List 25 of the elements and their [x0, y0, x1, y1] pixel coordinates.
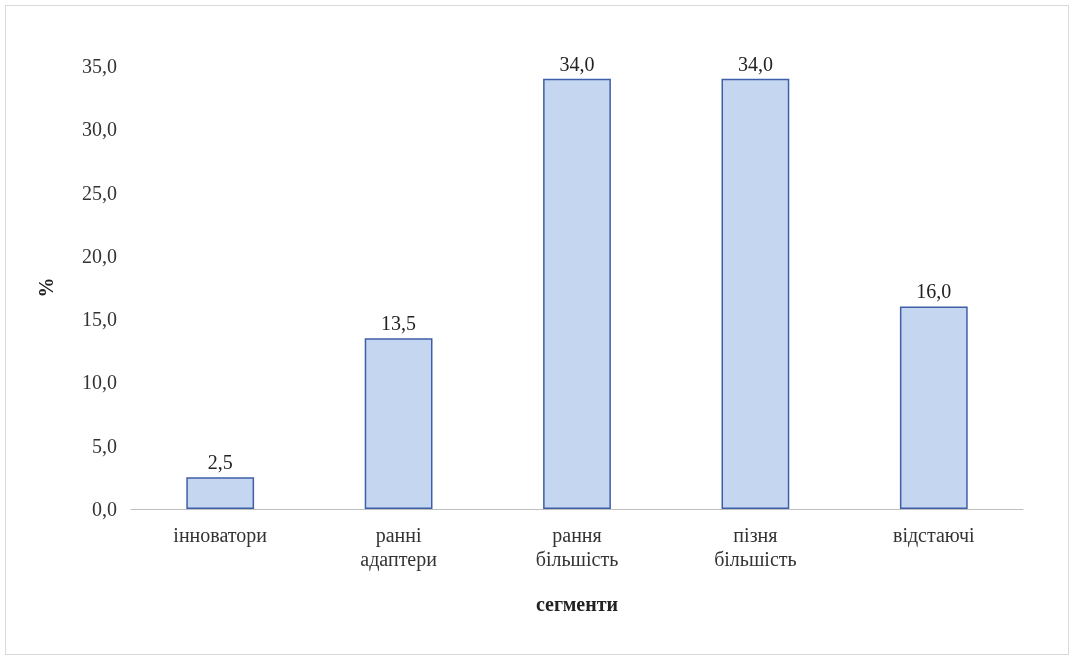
x-axis-title: сегменти: [535, 593, 619, 615]
y-tick-label: 35,0: [82, 55, 117, 77]
x-tick-label: рання більшість: [535, 524, 619, 570]
data-label: 34,0: [559, 52, 595, 75]
bar: [186, 477, 255, 509]
y-tick-label: 15,0: [82, 308, 117, 331]
x-tick-label: ранні адаптери: [360, 524, 438, 571]
y-tick-label: 20,0: [82, 244, 117, 267]
bar: [543, 78, 611, 509]
y-tick-label: 10,0: [82, 371, 117, 394]
y-tick-label: 0,0: [92, 498, 117, 520]
x-tick-label: інноватори: [173, 524, 268, 547]
x-tick-label: пізня більшість: [714, 524, 797, 570]
data-label: 34,0: [737, 52, 773, 75]
bar: [364, 338, 433, 509]
data-label: 2,5: [207, 451, 233, 474]
y-tick-label: 5,0: [92, 434, 117, 457]
y-tick-label: 25,0: [82, 181, 117, 204]
y-axis-title: %: [35, 277, 57, 298]
bar: [899, 306, 968, 509]
x-tick-label: відстаючі: [892, 524, 976, 547]
bar: [721, 78, 790, 509]
data-label: 16,0: [916, 280, 952, 303]
data-label: 13,5: [381, 312, 417, 335]
y-tick-label: 30,0: [82, 118, 117, 141]
